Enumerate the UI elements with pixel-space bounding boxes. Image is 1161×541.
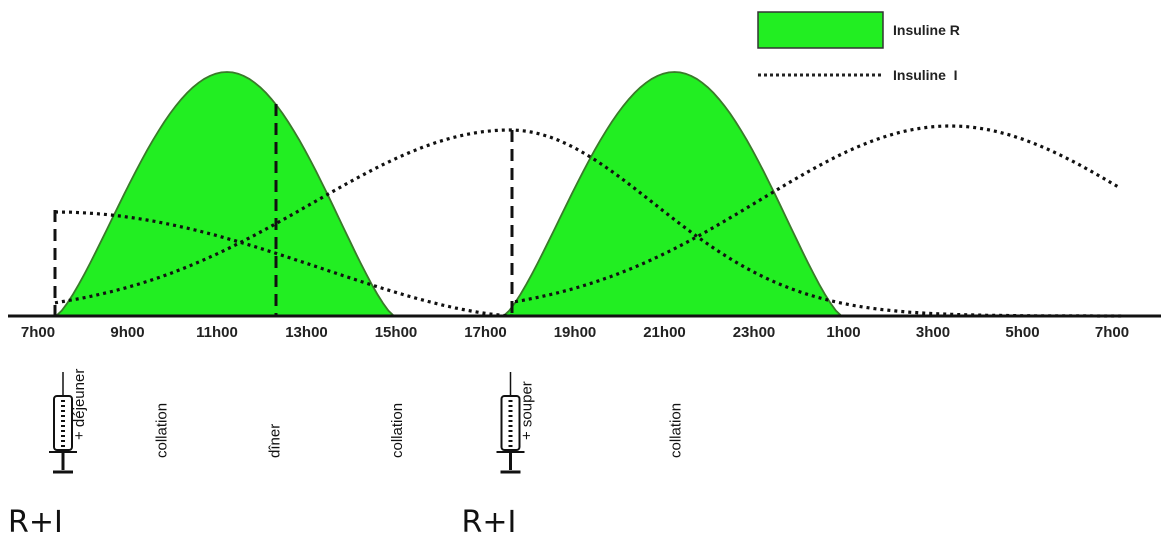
- event-label-2: dîner: [267, 424, 284, 458]
- insuline-i-curves: [54, 124, 1123, 318]
- x-tick-15h00-4: 15h00: [375, 324, 418, 341]
- x-tick-19h00-6: 19h00: [554, 324, 597, 341]
- x-tick-9h00-1: 9h00: [110, 324, 144, 341]
- x-tick-5h00-11: 5h00: [1005, 324, 1039, 341]
- insuline-i-curve-morning: [54, 128, 1123, 318]
- x-tick-labels: 7h00 9h00 11h00 13h00 15h00 17h00 19h00 21h00 23…: [21, 324, 1129, 341]
- x-tick-7h00-0: 7h00: [21, 324, 55, 341]
- injection-label-1: + déjeuner: [71, 369, 88, 440]
- x-tick-13h00-3: 13h00: [285, 324, 328, 341]
- dose-label-2: R+I: [462, 505, 517, 540]
- event-label-4: collation: [668, 403, 685, 458]
- event-label-1: collation: [154, 403, 171, 458]
- x-tick-11h00-2: 11h00: [196, 324, 238, 341]
- x-tick-1h00-9: 1h00: [826, 324, 860, 341]
- insuline-r-area-2: [501, 71, 844, 317]
- legend-label-insuline-i: Insuline I: [893, 67, 958, 83]
- event-label-3: collation: [389, 403, 406, 458]
- legend-label-insuline-r: Insuline R: [893, 22, 960, 38]
- event-labels: collation dîner collation collation: [154, 403, 685, 458]
- insuline-r-area-1: [53, 71, 397, 317]
- legend: Insuline R Insuline I: [757, 11, 960, 83]
- dose-labels: R+I R+I: [8, 505, 516, 540]
- syringes: + déjeuner + souper: [49, 369, 536, 474]
- dose-label-1: R+I: [8, 505, 63, 540]
- syringe-icon-1: + déjeuner: [49, 369, 88, 474]
- injection-markers: [53, 104, 514, 316]
- x-tick-21h00-7: 21h00: [643, 324, 686, 341]
- syringe-barrel: [500, 395, 521, 451]
- insuline-r-areas: [53, 71, 844, 317]
- x-tick-23h00-8: 23h00: [733, 324, 776, 341]
- syringe-icon-2: + souper: [496, 372, 536, 474]
- injection-label-2: + souper: [519, 381, 536, 440]
- legend-swatch-insuline-r: [757, 11, 884, 49]
- syringe-barrel: [53, 395, 73, 451]
- x-tick-3h00-10: 3h00: [916, 324, 950, 341]
- x-tick-17h00-5: 17h00: [464, 324, 507, 341]
- x-tick-7h00-12: 7h00: [1095, 324, 1129, 341]
